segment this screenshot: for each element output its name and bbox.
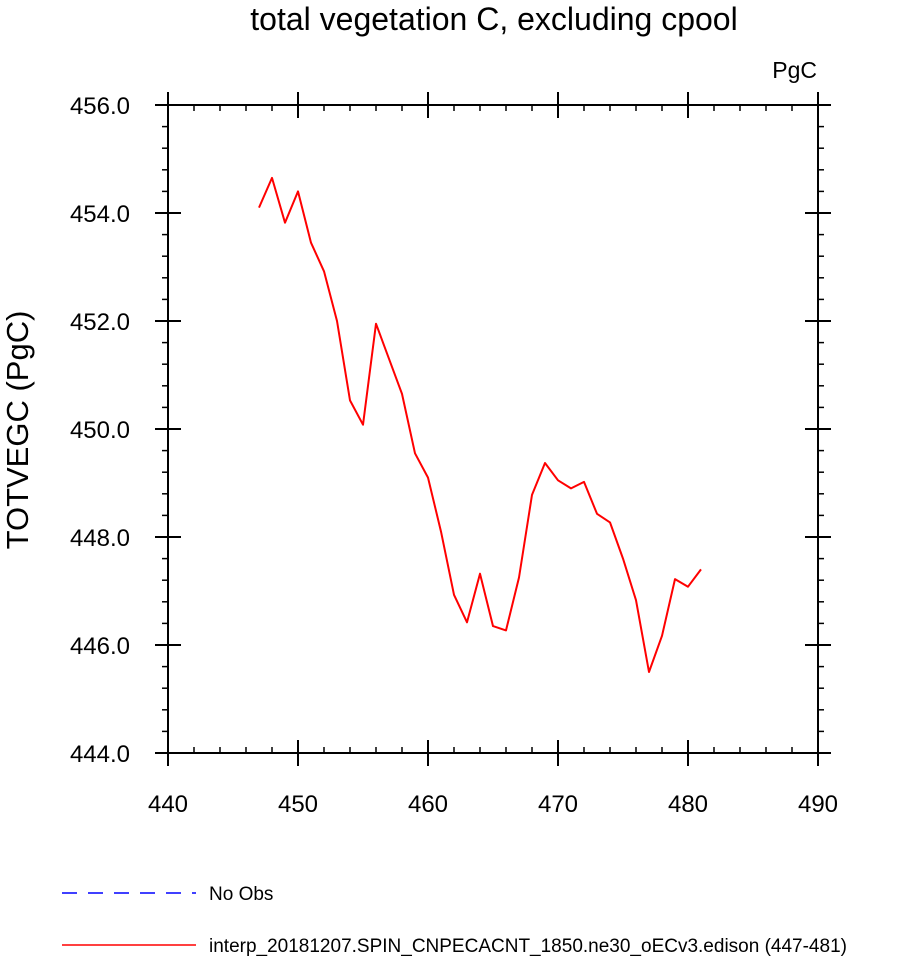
y-tick-label: 446.0 bbox=[70, 633, 130, 660]
tick-labels: 440 450 460 470 480 490 444.0 446.0 448.0 450.0 45… bbox=[70, 93, 838, 818]
y-tick-label: 456.0 bbox=[70, 93, 130, 120]
y-tick-label: 448.0 bbox=[70, 525, 130, 552]
y-tick-label: 452.0 bbox=[70, 309, 130, 336]
x-tick-label: 440 bbox=[148, 791, 188, 818]
x-tick-label: 480 bbox=[668, 791, 708, 818]
y-tick-label: 444.0 bbox=[70, 741, 130, 768]
chart-title: total vegetation C, excluding cpool bbox=[250, 1, 737, 37]
y-tick-label: 454.0 bbox=[70, 201, 130, 228]
legend-label: interp_20181207.SPIN_CNPECACNT_1850.ne30… bbox=[209, 936, 847, 957]
y-tick-label: 450.0 bbox=[70, 417, 130, 444]
series-layer bbox=[258, 176, 702, 673]
y-axis-label: TOTVEGC (PgC) bbox=[0, 311, 35, 550]
legend: No Obs interp_20181207.SPIN_CNPECACNT_185… bbox=[62, 884, 847, 957]
plot-frame bbox=[167, 104, 819, 754]
legend-label: No Obs bbox=[209, 884, 273, 905]
major-ticks bbox=[155, 92, 831, 766]
series-line bbox=[258, 176, 702, 673]
x-tick-label: 450 bbox=[278, 791, 318, 818]
x-tick-label: 490 bbox=[798, 791, 838, 818]
x-tick-label: 470 bbox=[538, 791, 578, 818]
x-tick-label: 460 bbox=[408, 791, 448, 818]
units-label: PgC bbox=[772, 57, 817, 83]
